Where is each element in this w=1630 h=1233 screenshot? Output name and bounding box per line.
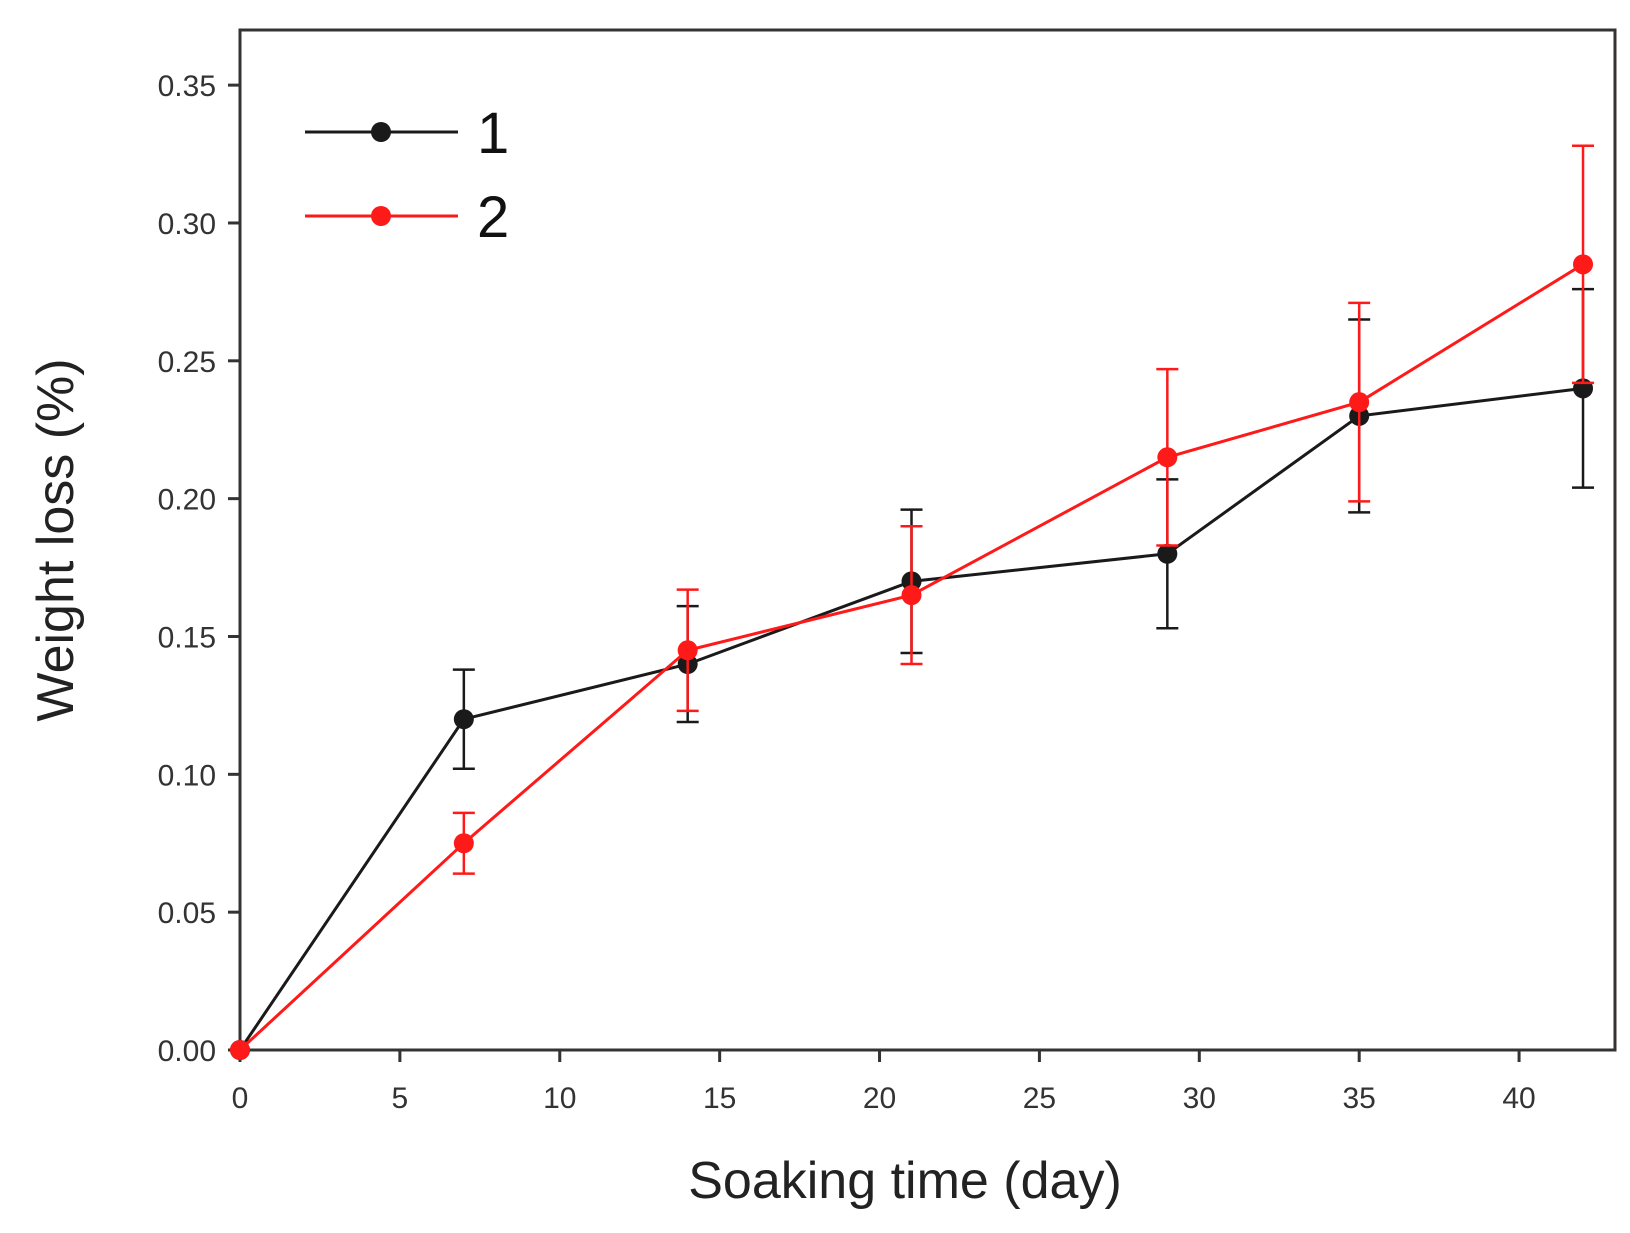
series-2-point: [1349, 392, 1370, 413]
x-tick-label: 35: [1342, 1082, 1375, 1115]
x-tick-label: 25: [1023, 1082, 1056, 1115]
y-axis-title: Weight loss (%): [27, 358, 85, 721]
x-tick-label: 15: [703, 1082, 736, 1115]
x-tick-label: 5: [392, 1082, 409, 1115]
series-layer: [230, 144, 1595, 1060]
x-tick-label: 10: [543, 1082, 576, 1115]
series-2-point: [230, 1040, 250, 1060]
x-axis: 0 5 10 15 20 25 30 35 40: [232, 1050, 1536, 1115]
x-tick-label: 40: [1502, 1082, 1535, 1115]
y-tick-label: 0.10: [158, 759, 216, 792]
legend-marker-series-1: [371, 122, 391, 142]
legend-label-series-2: 2: [477, 185, 509, 250]
legend-label-series-1: 1: [477, 101, 509, 166]
y-tick-label: 0.00: [158, 1035, 216, 1068]
series-1-line: [238, 386, 1584, 1051]
series-2: [230, 144, 1595, 1060]
y-tick-label: 0.05: [158, 897, 216, 930]
series-1-point: [453, 709, 474, 730]
y-tick-label: 0.25: [158, 346, 216, 379]
series-2-point: [677, 640, 698, 661]
x-axis-title: Soaking time (day): [688, 1152, 1122, 1210]
series-2-point: [901, 585, 922, 606]
series-2-point: [1573, 254, 1594, 275]
x-tick-label: 0: [232, 1082, 249, 1115]
y-axis: 0.00 0.05 0.10 0.15 0.20 0.25 0.30 0.35: [158, 70, 240, 1068]
y-tick-label: 0.15: [158, 621, 216, 654]
series-2-point: [1157, 447, 1178, 468]
series-2-point: [453, 833, 474, 854]
x-tick-label: 20: [863, 1082, 896, 1115]
y-tick-label: 0.20: [158, 484, 216, 517]
y-tick-label: 0.30: [158, 208, 216, 241]
y-tick-label: 0.35: [158, 70, 216, 103]
x-tick-label: 30: [1183, 1082, 1216, 1115]
series-1-point: [1157, 543, 1178, 564]
series-1: [230, 287, 1595, 1060]
legend: 1 2: [305, 101, 509, 250]
legend-marker-series-2: [371, 206, 391, 226]
plot-area-frame: [238, 28, 1617, 1052]
